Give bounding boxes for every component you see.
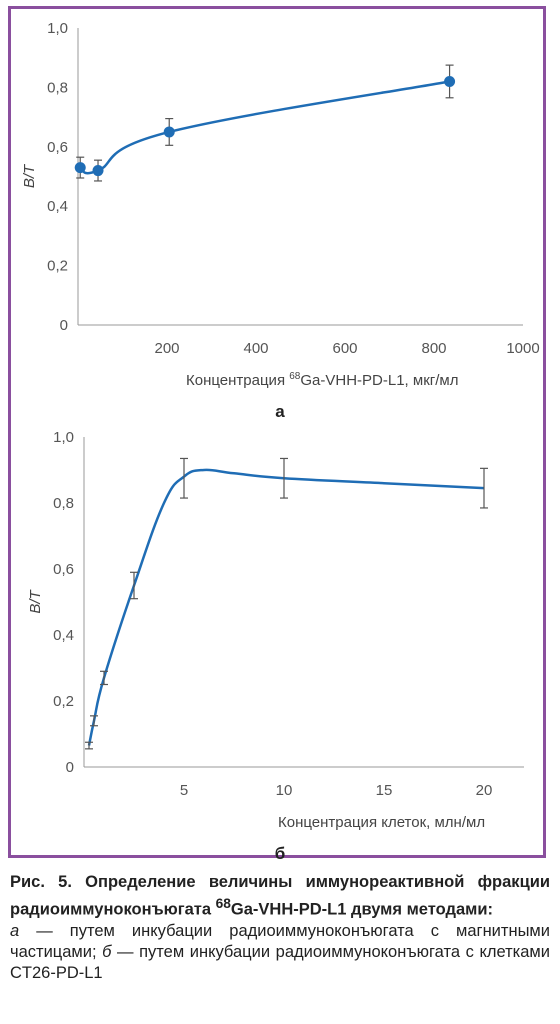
- figure-frame: [8, 6, 546, 858]
- y-axis-title: B/T: [27, 588, 44, 613]
- chart-a: 0 0,2 0,4 0,6 0,8 1,0 200 400 600 800 1000 B/T Конце…: [21, 20, 540, 421]
- x-tick-label: 10: [276, 782, 293, 799]
- data-point: [444, 75, 456, 87]
- y-tick-label: 0: [66, 759, 74, 776]
- panel-label: а: [275, 402, 285, 421]
- caption-title: Рис. 5. Определение величины иммунореакт…: [10, 873, 550, 919]
- x-tick-label: 20: [476, 782, 493, 799]
- y-tick-label: 0,8: [53, 495, 74, 512]
- panel-label: б: [275, 844, 286, 860]
- y-tick-label: 0,8: [47, 79, 68, 96]
- data-point: [92, 165, 104, 177]
- y-tick-label: 0,6: [47, 139, 68, 156]
- chart-b: 0 0,2 0,4 0,6 0,8 1,0 5 10 15 20 B/T Концентрация к…: [27, 429, 524, 860]
- x-tick-label: 600: [332, 340, 357, 357]
- series-line: [79, 80, 450, 175]
- x-axis-title: Концентрация 68Ga-VHH-PD-L1, мкг/мл: [186, 371, 458, 389]
- x-tick-label: 800: [421, 340, 446, 357]
- y-axis-title: B/T: [21, 163, 38, 188]
- y-tick-label: 0,2: [47, 258, 68, 275]
- x-tick-label: 1000: [506, 340, 539, 357]
- data-point: [74, 162, 86, 174]
- x-tick-label: 400: [243, 340, 268, 357]
- x-tick-label: 200: [154, 340, 179, 357]
- x-tick-label: 15: [376, 782, 393, 799]
- y-tick-label: 1,0: [47, 20, 68, 37]
- y-tick-label: 0,4: [53, 627, 74, 644]
- caption-body: а — путем инкубации радиоиммуноконъюгата…: [10, 921, 550, 982]
- data-point: [163, 126, 175, 138]
- y-tick-label: 0,2: [53, 693, 74, 710]
- series-line: [87, 468, 485, 746]
- x-tick-label: 5: [180, 782, 188, 799]
- y-tick-label: 0,4: [47, 198, 68, 215]
- y-tick-label: 1,0: [53, 429, 74, 446]
- y-tick-label: 0: [60, 317, 68, 334]
- x-axis-title: Концентрация клеток, млн/мл: [278, 814, 485, 831]
- y-tick-label: 0,6: [53, 561, 74, 578]
- figure-caption: Рис. 5. Определение величины иммунореакт…: [10, 872, 550, 984]
